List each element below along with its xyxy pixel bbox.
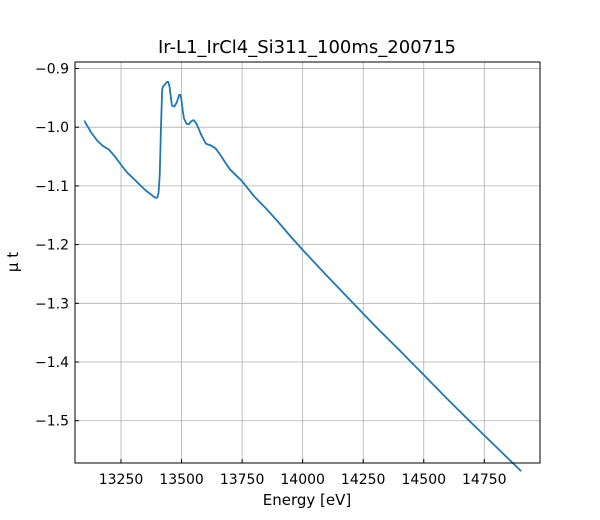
x-tick-label: 13250 <box>99 472 144 488</box>
x-tick-label: 13750 <box>220 472 265 488</box>
x-tick-label: 14750 <box>462 472 507 488</box>
y-axis-label: μ t <box>4 252 22 272</box>
plot-area <box>83 81 522 472</box>
y-tick-label: −1.4 <box>35 355 69 371</box>
series-line <box>83 81 522 472</box>
y-tick-label: −1.1 <box>35 179 69 195</box>
y-tick-label: −1.2 <box>35 238 69 254</box>
chart-title: Ir-L1_IrCl4_Si311_100ms_200715 <box>158 37 456 58</box>
y-tick-label: −1.5 <box>35 414 69 430</box>
y-tick-label: −0.9 <box>35 61 69 77</box>
plot-frame <box>74 61 541 464</box>
x-tick-label: 14000 <box>280 472 325 488</box>
x-tick-label: 14500 <box>401 472 446 488</box>
x-axis-label: Energy [eV] <box>263 491 351 509</box>
axis-ticks: 13250 13500 13750 14000 14250 14500 14750 −0.9 −… <box>35 61 507 488</box>
x-tick-label: 13500 <box>159 472 204 488</box>
y-tick-label: −1.0 <box>35 120 69 136</box>
grid-lines <box>75 62 540 463</box>
y-tick-label: −1.3 <box>35 296 69 312</box>
x-tick-label: 14250 <box>341 472 386 488</box>
